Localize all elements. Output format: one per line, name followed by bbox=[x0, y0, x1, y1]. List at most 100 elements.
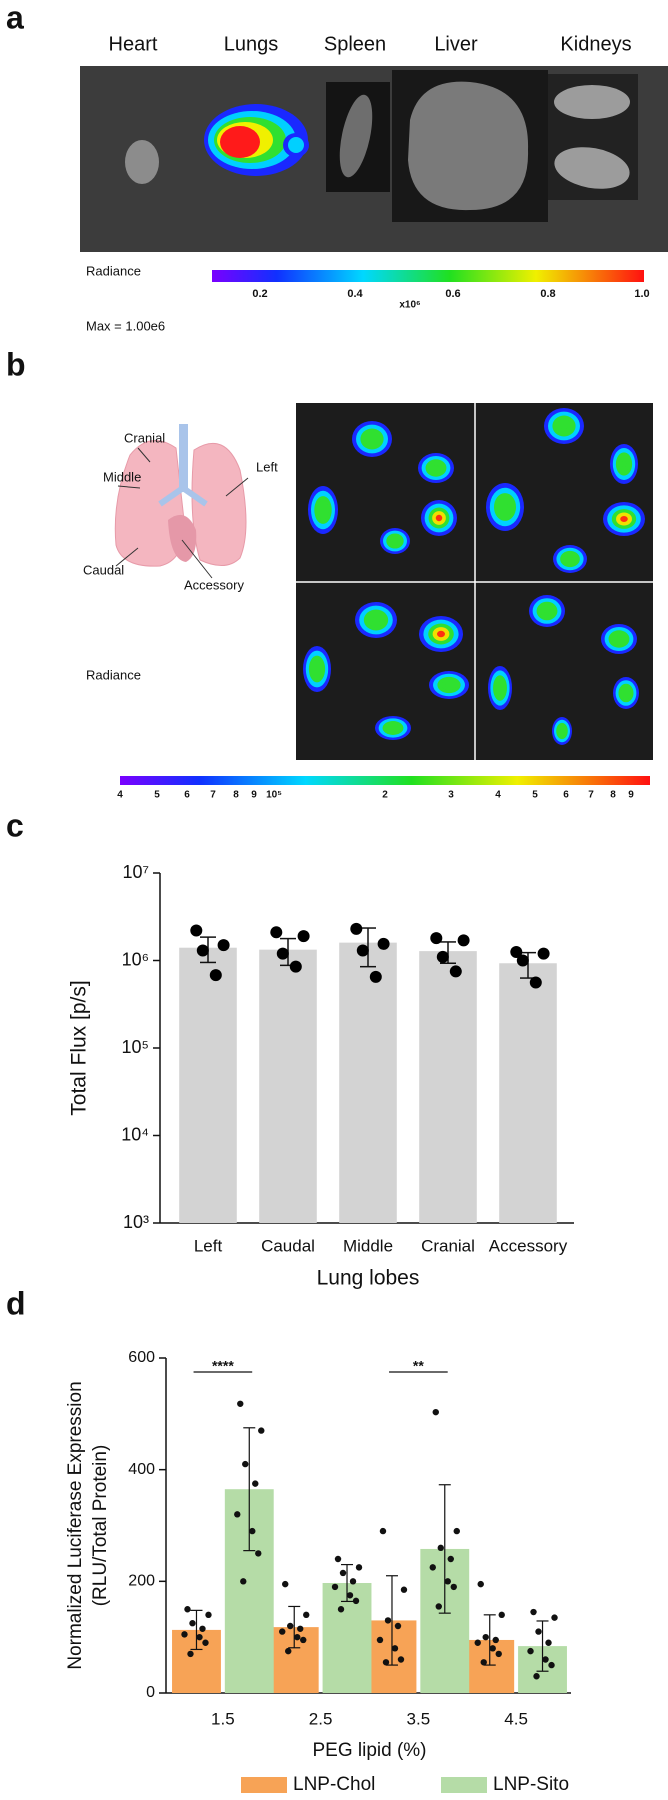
colorbar bbox=[212, 270, 644, 282]
y-axis-title: Total Flux [p/s] bbox=[68, 980, 91, 1115]
signal-blob bbox=[389, 725, 397, 731]
colorbar-tick: 7 bbox=[588, 790, 594, 801]
data-point bbox=[184, 1606, 191, 1613]
data-point bbox=[270, 926, 283, 939]
panel-label: b bbox=[6, 346, 26, 382]
lobe-label: Left bbox=[256, 459, 278, 474]
max-note: Max = 1.00e6 bbox=[86, 318, 165, 333]
data-point bbox=[492, 1636, 499, 1644]
colorbar-tick: 8 bbox=[610, 790, 616, 801]
colorbar-title: Radiance bbox=[86, 263, 141, 278]
data-point bbox=[535, 1628, 542, 1635]
data-point bbox=[480, 1659, 487, 1666]
data-point bbox=[379, 1527, 387, 1535]
x-tick-label: Middle bbox=[343, 1236, 393, 1255]
colorbar-tick: 0.4 bbox=[347, 288, 363, 300]
signal-blob bbox=[432, 465, 440, 471]
organ-label: Lungs bbox=[224, 33, 279, 55]
x-axis-title: PEG lipid (%) bbox=[312, 1740, 426, 1761]
data-point bbox=[289, 960, 302, 973]
signal-blob bbox=[615, 636, 623, 642]
colorbar-tick: 8 bbox=[233, 790, 239, 801]
colorbar-tick: 9 bbox=[251, 790, 257, 801]
lung-diagram bbox=[114, 424, 249, 579]
organ-label: Liver bbox=[434, 33, 478, 55]
bar bbox=[339, 942, 397, 1223]
colorbar-tick: 5 bbox=[154, 790, 160, 801]
significance-label: **** bbox=[212, 1358, 234, 1374]
data-point bbox=[356, 944, 369, 957]
data-point bbox=[551, 1614, 558, 1621]
data-point bbox=[369, 970, 382, 983]
signal-blob bbox=[501, 502, 509, 512]
data-point bbox=[339, 1569, 347, 1577]
x-tick-label: Left bbox=[194, 1236, 223, 1255]
data-point bbox=[530, 1608, 537, 1616]
signal-blob bbox=[621, 460, 627, 468]
data-point bbox=[255, 1550, 262, 1557]
y-tick-label: 200 bbox=[128, 1573, 155, 1590]
data-point bbox=[294, 1633, 301, 1641]
colorbar-tick: 6 bbox=[184, 790, 190, 801]
data-point bbox=[450, 1583, 457, 1591]
lobe-label: Caudal bbox=[83, 562, 124, 577]
x-tick-label: 3.5 bbox=[407, 1709, 431, 1728]
data-point bbox=[249, 1527, 256, 1535]
signal-blob bbox=[623, 690, 629, 696]
data-point bbox=[258, 1427, 265, 1434]
data-point bbox=[287, 1622, 294, 1630]
signal-blob bbox=[437, 630, 445, 638]
data-point bbox=[282, 1580, 289, 1588]
data-point bbox=[297, 1625, 304, 1632]
y-tick-label: 400 bbox=[128, 1461, 155, 1478]
colorbar-title: Radiance bbox=[86, 667, 141, 682]
bar bbox=[179, 947, 237, 1223]
data-point bbox=[196, 944, 209, 957]
data-point bbox=[447, 1555, 454, 1563]
organ-image bbox=[80, 66, 668, 252]
data-point bbox=[444, 1578, 451, 1585]
signal-blob bbox=[392, 538, 398, 544]
data-point bbox=[337, 1606, 345, 1613]
y-tick-label: 10⁷ bbox=[122, 862, 149, 882]
data-point bbox=[300, 1636, 307, 1644]
data-point bbox=[482, 1633, 489, 1641]
x-tick-label: Accessory bbox=[489, 1236, 568, 1255]
panel-label: d bbox=[6, 1285, 26, 1321]
legend-label: LNP-Chol bbox=[293, 1774, 375, 1795]
colorbar-tick: 2 bbox=[382, 790, 388, 801]
colorbar-tick: 7 bbox=[210, 790, 216, 801]
x-tick-label: Caudal bbox=[261, 1236, 315, 1255]
data-point bbox=[285, 1647, 292, 1655]
bar bbox=[419, 951, 477, 1223]
signal-blob bbox=[543, 608, 551, 614]
bar bbox=[259, 949, 317, 1223]
x-axis-title: Lung lobes bbox=[317, 1267, 420, 1290]
data-point bbox=[435, 1603, 442, 1610]
colorbar-tick: 4 bbox=[117, 790, 123, 801]
significance-label: ** bbox=[413, 1358, 424, 1374]
data-point bbox=[477, 1580, 484, 1588]
data-point bbox=[199, 1625, 206, 1632]
data-point bbox=[548, 1661, 555, 1669]
signal-blob bbox=[435, 514, 443, 522]
y-tick-label: 10⁵ bbox=[122, 1037, 149, 1057]
legend-label: LNP-Sito bbox=[493, 1774, 569, 1795]
data-point bbox=[190, 924, 203, 937]
data-point bbox=[187, 1650, 194, 1658]
data-point bbox=[533, 1673, 540, 1680]
data-point bbox=[355, 1564, 363, 1571]
colorbar-tick: 3 bbox=[448, 790, 454, 801]
data-point bbox=[189, 1620, 196, 1627]
x-tick-label: 1.5 bbox=[211, 1709, 235, 1728]
colorbar-tick: 6 bbox=[563, 790, 569, 801]
data-point bbox=[377, 937, 390, 950]
data-point bbox=[349, 1578, 357, 1585]
data-point bbox=[510, 946, 523, 959]
data-point bbox=[430, 932, 443, 945]
data-point bbox=[279, 1628, 286, 1635]
data-point bbox=[352, 1597, 360, 1605]
data-point bbox=[237, 1400, 244, 1407]
